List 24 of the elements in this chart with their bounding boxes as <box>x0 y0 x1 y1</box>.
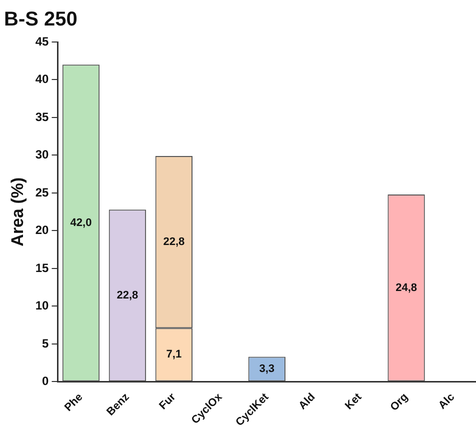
x-tick-label: Org <box>388 391 411 414</box>
chart-title: B-S 250 <box>4 8 78 31</box>
y-tick-label: 20 <box>35 223 50 238</box>
y-tick-label: 0 <box>42 374 50 388</box>
y-tick-label: 40 <box>35 72 50 86</box>
y-axis-title: Area (%) <box>8 177 27 246</box>
data-label: 7,1 <box>166 348 182 361</box>
y-tick-label: 15 <box>35 260 50 275</box>
x-tick-label: Ald <box>296 391 318 412</box>
x-tick-label: Fur <box>157 390 179 412</box>
data-label: 24,8 <box>396 282 417 294</box>
y-tick-label: 45 <box>35 34 50 48</box>
y-tick-label: 25 <box>35 185 50 200</box>
x-tick-label: Ket <box>343 390 364 412</box>
data-label: 42,0 <box>70 216 92 229</box>
y-tick-label: 5 <box>42 336 50 350</box>
y-tick-label: 35 <box>35 110 50 124</box>
data-label: 22,8 <box>116 289 138 302</box>
y-tick-label: 10 <box>35 298 50 313</box>
x-tick-label: Alc <box>436 391 458 412</box>
data-label: 22,8 <box>163 236 185 248</box>
y-tick-label: 30 <box>35 148 50 162</box>
data-label: 3,3 <box>259 363 275 376</box>
x-tick-label: Phe <box>62 391 86 414</box>
